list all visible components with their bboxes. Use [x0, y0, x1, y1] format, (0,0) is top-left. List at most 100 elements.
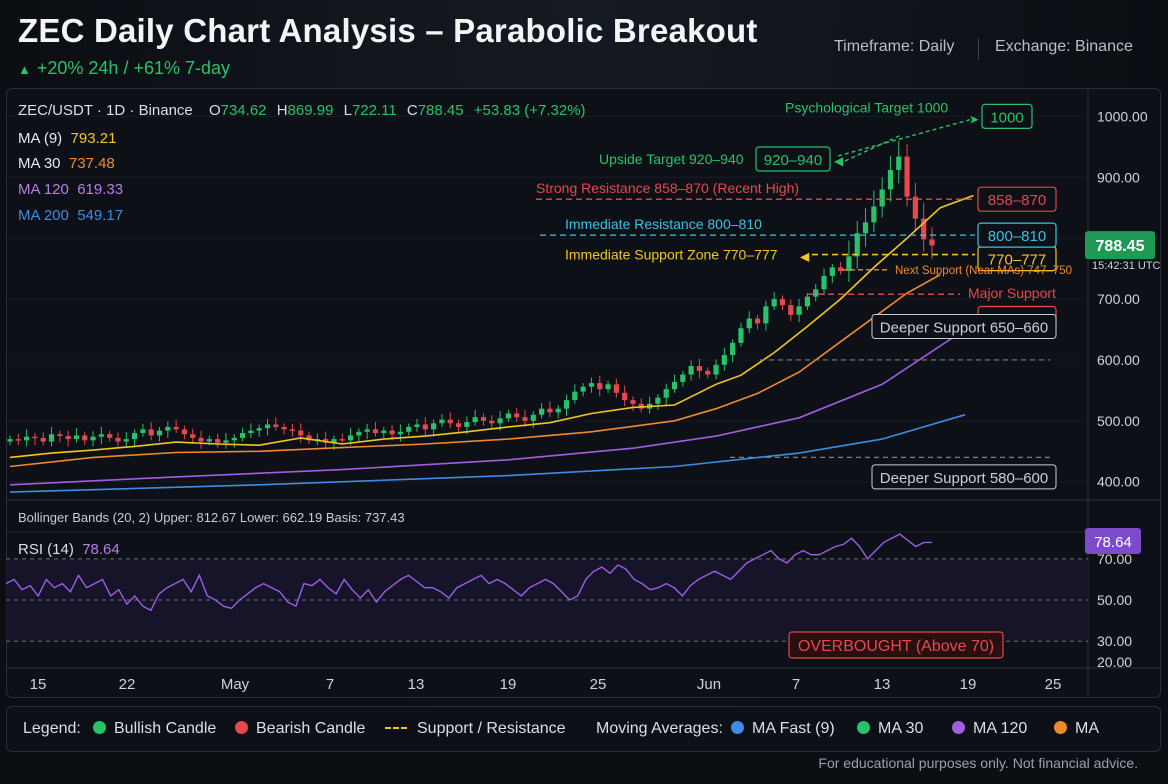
deeper-support-box-label: Deeper Support 650–660	[880, 319, 1048, 336]
bearish-candle	[82, 435, 88, 441]
bullish-candle	[605, 384, 611, 390]
ma30-label: MA 30	[18, 155, 61, 172]
bearish-dot-icon	[235, 721, 248, 734]
bearish-candle	[190, 434, 196, 438]
ma200-row: MA 200 549.17	[18, 207, 123, 224]
current-price-value: 788.45	[1096, 238, 1145, 255]
bearish-candle	[339, 439, 345, 441]
dashed-line-icon	[385, 727, 407, 729]
strong-resistance-box-label: 858–870	[988, 192, 1046, 209]
bullish-candle	[123, 439, 129, 442]
bullish-candle	[381, 430, 387, 434]
psych-target-label: Psychological Target 1000	[785, 99, 948, 115]
legend-ma: MA	[1054, 720, 1099, 738]
bullish-candle	[854, 233, 860, 257]
bullish-candle	[580, 386, 586, 392]
price-tick-label: 900.00	[1097, 169, 1140, 185]
rsi-label: RSI (14)	[18, 541, 74, 558]
exchange-label[interactable]: Exchange: Binance	[995, 38, 1133, 55]
current-price-tag	[1085, 231, 1155, 260]
bullish-candle	[231, 437, 237, 441]
rsi-value-tag	[1085, 528, 1141, 555]
bearish-candle	[148, 429, 154, 436]
bullish-candle	[746, 318, 752, 329]
bullish-candle	[406, 426, 412, 432]
ma200-line	[9, 413, 966, 493]
ma9-label: MA (9)	[18, 130, 63, 147]
bearish-candle	[57, 434, 63, 437]
legend: Legend: Bullish Candle Bearish Candle Su…	[6, 706, 1161, 752]
bearish-candle	[173, 426, 179, 430]
bearish-candle	[455, 423, 462, 427]
bullish-candle	[663, 389, 669, 398]
strong-resistance-box	[977, 186, 1057, 212]
x-tick-label: 13	[408, 676, 425, 693]
x-tick-label: May	[221, 676, 250, 693]
bullish-candle	[497, 418, 503, 424]
bullish-candle	[563, 400, 570, 409]
ma30-value: 737.48	[68, 155, 115, 172]
ma30-dot-icon	[857, 721, 870, 734]
bearish-candle	[389, 430, 395, 435]
open-value: 734.62	[220, 102, 267, 119]
open-label: O	[208, 102, 221, 119]
low-label: L	[343, 102, 352, 119]
arrow-left-icon: ◀	[800, 250, 810, 264]
bullish-candle	[464, 422, 470, 427]
bearish-candle	[480, 417, 487, 421]
bullish-candle	[713, 364, 719, 375]
legend-ma30-label: MA 30	[878, 720, 924, 737]
bullish-candle	[763, 306, 769, 324]
bearish-candle	[929, 239, 935, 246]
immediate-resistance-box	[977, 222, 1057, 248]
bullish-candle	[879, 189, 885, 207]
header-divider	[978, 38, 979, 60]
deeper-support-box-2	[871, 464, 1057, 490]
bearish-candle	[281, 426, 287, 430]
immediate-resistance-box-label: 800–810	[988, 228, 1046, 245]
bullish-candle	[439, 419, 445, 424]
bearish-candle	[613, 384, 619, 393]
psych-target-arrow	[837, 117, 976, 157]
bearish-candle	[514, 413, 520, 418]
symbol-info: ZEC/USDT · 1D · Binance O734.62 H869.99 …	[18, 102, 586, 119]
legend-ma9-label: MA Fast (9)	[752, 720, 835, 737]
bollinger-info: Bollinger Bands (20, 2) Upper: 812.67 Lo…	[18, 510, 405, 525]
ma120-line	[9, 328, 966, 486]
bearish-candle	[788, 305, 794, 315]
high-value: 869.99	[287, 102, 334, 119]
bullish-candle	[821, 275, 827, 290]
bullish-candle	[813, 289, 819, 297]
bearish-candle	[422, 424, 428, 430]
bullish-candle	[588, 383, 595, 387]
bullish-candle	[846, 256, 852, 272]
timeframe-label[interactable]: Timeframe: Daily	[834, 38, 955, 55]
bullish-candle	[414, 424, 420, 427]
bullish-candle	[156, 430, 163, 436]
bearish-candle	[754, 318, 761, 324]
upside-target-label: Upside Target 920–940	[599, 151, 744, 167]
legend-ma30: MA 30	[857, 720, 923, 738]
next-support-label: Next Support (Near MAs) 747–750	[895, 265, 1072, 277]
ma200-value: 549.17	[77, 207, 124, 224]
bearish-candle	[489, 420, 495, 424]
bearish-candle	[696, 366, 703, 371]
bearish-candle	[65, 436, 71, 440]
bullish-candle	[364, 429, 370, 432]
bullish-candle	[264, 424, 271, 429]
upside-target-box-label: 920–940	[764, 152, 822, 169]
bullish-candle	[871, 206, 877, 223]
bullish-candle	[7, 439, 13, 442]
up-arrow-icon: ▲	[18, 62, 31, 77]
legend-ma120-label: MA 120	[973, 720, 1028, 737]
bearish-candle	[904, 156, 910, 197]
disclaimer: For educational purposes only. Not finan…	[818, 755, 1138, 771]
x-tick-label: Jun	[697, 676, 721, 693]
bullish-candle	[256, 428, 262, 431]
rsi-tick-label: 30.00	[1097, 633, 1132, 649]
bearish-candle	[273, 424, 279, 427]
bearish-candle	[115, 437, 121, 442]
legend-ma120: MA 120	[952, 720, 1027, 738]
x-tick-label: 15	[30, 676, 47, 693]
